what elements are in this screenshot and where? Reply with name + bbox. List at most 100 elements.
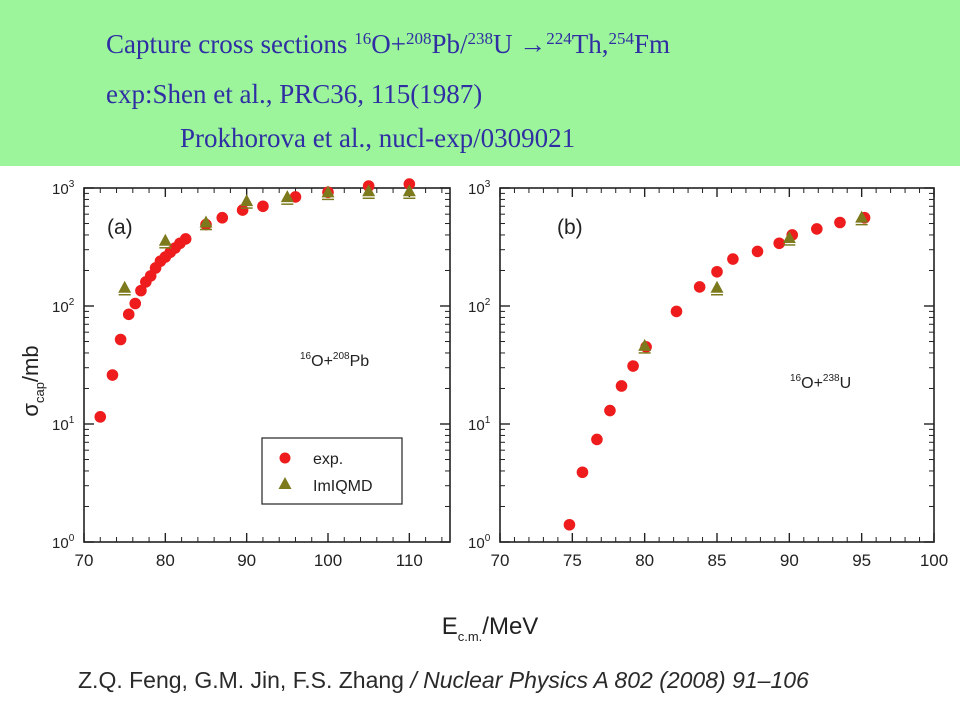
x-tick-label: 90	[780, 551, 799, 570]
data-point-exp	[216, 211, 229, 224]
y-tick-base: 10	[52, 417, 69, 434]
x-axis-label: Ec.m./MeV	[442, 613, 539, 644]
arrow-icon: →	[519, 29, 547, 59]
panel-label: (a)	[107, 216, 133, 239]
reaction-mass: 16	[790, 373, 802, 384]
reaction-mass: 238	[823, 373, 840, 384]
reaction-symbol: O+	[801, 375, 823, 392]
data-point-exp	[106, 369, 119, 381]
data-point-imiqmd	[402, 184, 416, 197]
legend: exp. ImIQMD	[261, 437, 403, 505]
y-tick-exponent: 0	[485, 533, 491, 544]
y-tick-base: 10	[52, 181, 69, 198]
reaction-label: 16O+208Pb	[300, 351, 369, 370]
title-banner: Capture cross sections 16O+208Pb/238U →2…	[0, 0, 960, 166]
y-tick-exponent: 1	[485, 415, 491, 426]
y-tick-label: 103	[468, 179, 491, 198]
y-tick-exponent: 3	[485, 179, 491, 190]
panel-a: 70 80 90 100 110100101102103(a)16O+208Pbexp.…	[18, 178, 451, 570]
data-point-imiqmd	[118, 280, 132, 293]
citation: Z.Q. Feng, G.M. Jin, F.S. Zhang / Nuclea…	[78, 667, 809, 694]
y-tick-exponent: 2	[69, 297, 75, 308]
x-tick-label: 70	[75, 551, 94, 570]
data-point-imiqmd	[855, 210, 869, 223]
data-point-imiqmd	[280, 190, 294, 203]
data-point-exp	[604, 404, 616, 417]
y-axis-label-rest: /mb	[18, 345, 43, 382]
data-point-exp	[129, 297, 142, 310]
title-line-2: exp:Shen et al., PRC36, 115(1987)	[106, 79, 483, 109]
data-point-exp	[122, 308, 135, 321]
reaction-symbol: U	[840, 375, 852, 392]
data-point-exp	[834, 216, 846, 229]
y-tick-label: 102	[52, 297, 75, 316]
y-tick-base: 10	[468, 417, 485, 434]
y-axis-label: σcap/mb	[18, 345, 47, 416]
data-point-exp	[670, 305, 683, 318]
x-tick-label: 100	[314, 551, 342, 570]
data-point-exp	[403, 178, 416, 190]
reaction-symbol: O+	[311, 353, 333, 370]
y-tick-label: 100	[468, 533, 491, 552]
title-line-3: Prokhorova et al., nucl-exp/0309021	[180, 123, 576, 153]
y-axis-label-sub: cap	[32, 382, 47, 403]
reaction-mass: 16	[300, 351, 312, 362]
data-point-imiqmd	[710, 280, 724, 293]
data-point-imiqmd	[321, 185, 335, 198]
reaction-mass: 208	[333, 351, 350, 362]
y-tick-label: 100	[52, 533, 75, 552]
data-point-imiqmd	[638, 338, 652, 351]
x-axis-label-main: E	[442, 613, 458, 640]
x-tick-label: 95	[852, 551, 871, 570]
x-tick-label: 100	[920, 551, 948, 570]
x-axis-label-rest: /MeV	[482, 613, 538, 640]
data-point-exp	[563, 518, 576, 531]
data-point-exp	[179, 233, 192, 245]
reaction-label: 16O+238U	[790, 373, 851, 392]
data-point-imiqmd	[782, 230, 796, 243]
y-tick-exponent: 2	[485, 297, 491, 308]
data-point-exp	[576, 466, 589, 479]
y-tick-base: 10	[468, 299, 485, 316]
x-tick-label: 90	[237, 551, 256, 570]
data-point-exp	[615, 380, 628, 392]
legend-marker-imiqmd	[278, 477, 292, 489]
x-tick-label: 80	[635, 551, 654, 570]
data-point-imiqmd	[199, 215, 213, 228]
x-axis-label-sub: c.m.	[458, 629, 483, 644]
x-tick-label: 85	[708, 551, 727, 570]
x-tick-label: 70	[491, 551, 510, 570]
data-point-exp	[114, 333, 127, 346]
y-tick-exponent: 1	[69, 415, 75, 426]
y-tick-label: 102	[468, 297, 491, 316]
x-tick-label: 75	[563, 551, 582, 570]
y-tick-label: 101	[468, 415, 491, 434]
data-point-exp	[773, 237, 786, 250]
data-point-exp	[811, 223, 823, 235]
data-point-exp	[236, 204, 249, 216]
y-tick-base: 10	[52, 535, 69, 552]
data-point-exp	[711, 265, 723, 278]
plot-frame	[83, 187, 451, 543]
y-tick-base: 10	[468, 535, 485, 552]
data-point-exp	[693, 281, 706, 293]
legend-label-imiqmd: ImIQMD	[313, 478, 373, 495]
legend-marker-exp	[279, 452, 291, 464]
capture-cross-section-plots: 70 80 90 100 110100101102103(a)16O+208Pbexp.…	[18, 178, 948, 644]
data-point-exp	[257, 200, 269, 213]
data-point-exp	[94, 411, 107, 423]
legend-label-exp: exp.	[313, 451, 343, 468]
data-point-imiqmd	[362, 184, 376, 197]
y-tick-label: 101	[52, 415, 75, 434]
y-tick-exponent: 3	[69, 179, 75, 190]
panel-label: (b)	[557, 216, 583, 239]
citation-journal: / Nuclear Physics A 802 (2008) 91–106	[410, 667, 809, 693]
y-tick-base: 10	[52, 299, 69, 316]
data-point-exp	[135, 284, 147, 297]
data-point-exp	[627, 360, 639, 372]
data-point-imiqmd	[158, 233, 172, 246]
x-tick-label: 110	[396, 551, 423, 570]
y-tick-exponent: 0	[69, 533, 75, 544]
citation-authors: Z.Q. Feng, G.M. Jin, F.S. Zhang	[78, 667, 404, 693]
plot-frame	[499, 187, 935, 543]
